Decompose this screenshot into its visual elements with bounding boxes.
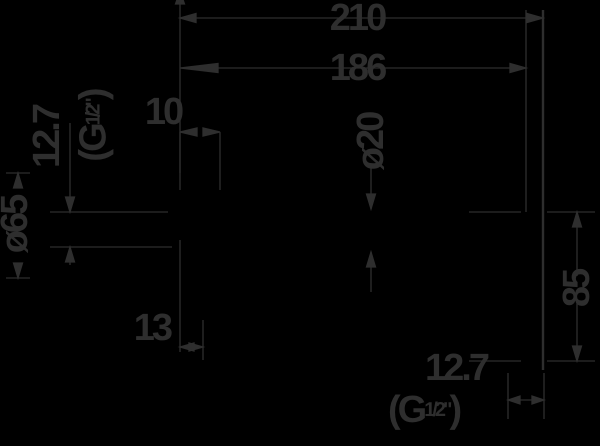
svg-text:210: 210	[330, 0, 386, 39]
svg-text:85: 85	[556, 268, 598, 307]
svg-text:186: 186	[330, 47, 386, 89]
svg-text:12.7: 12.7	[425, 347, 489, 389]
svg-text:13: 13	[134, 307, 172, 349]
svg-text:ø20: ø20	[350, 112, 392, 170]
svg-text:10: 10	[145, 91, 183, 133]
svg-text:ø65: ø65	[0, 194, 36, 253]
svg-text:12.7: 12.7	[26, 104, 68, 168]
